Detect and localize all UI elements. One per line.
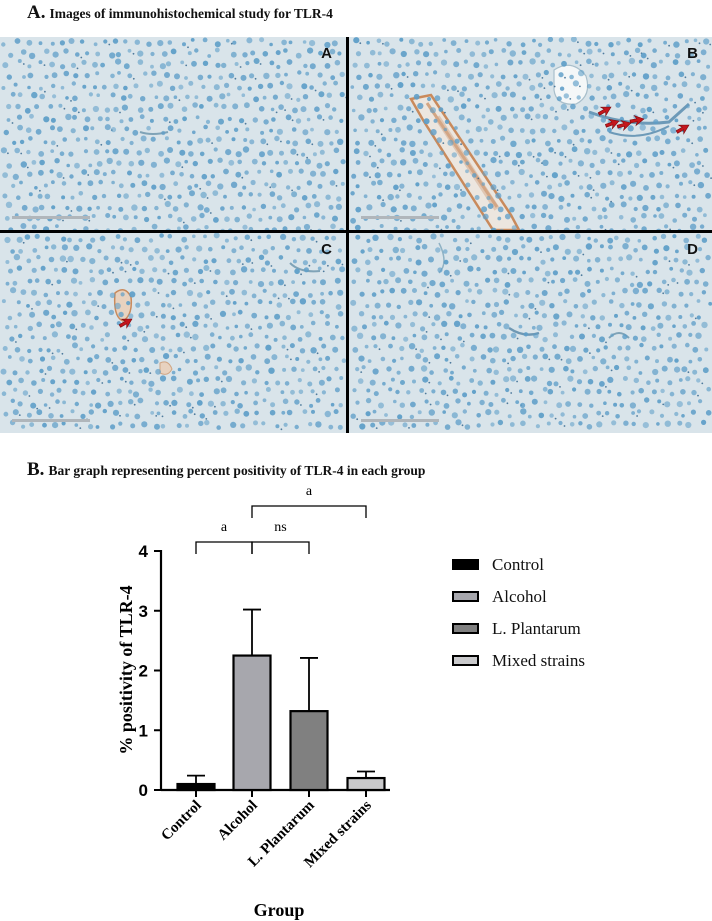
panel-a-letter: A [321, 45, 332, 62]
scale-bar [361, 216, 439, 219]
nuclei [350, 233, 712, 430]
micrograph-panel-c: C [0, 233, 346, 433]
micrograph-b-image [349, 37, 712, 230]
arrow-marker-icon [616, 119, 632, 132]
error-bar [243, 608, 261, 656]
significance-bracket: ns [251, 520, 310, 554]
micrograph-panel-a: A [0, 37, 346, 230]
y-tick-label: 3 [139, 602, 148, 621]
significance-label: a [221, 520, 228, 535]
legend-label-l-plantarum: L. Plantarum [492, 619, 581, 638]
legend-item-control: Control [452, 555, 652, 576]
micrograph-grid: A B C D [0, 37, 712, 433]
nuclei [350, 37, 712, 230]
significance-bracket: a [195, 520, 253, 554]
micrograph-c-image [0, 233, 346, 433]
significance-label: a [306, 484, 313, 499]
error-bar [357, 770, 375, 779]
arrow-marker-icon [597, 106, 612, 117]
section-a-text: Images of immunohistochemical study for … [49, 6, 333, 21]
x-axis-title: Group [254, 900, 305, 920]
y-tick-label: 1 [139, 721, 148, 740]
section-b-letter: B. [27, 459, 45, 480]
section-b-text: Bar graph representing percent positivit… [48, 463, 426, 478]
error-bar [187, 774, 205, 785]
legend-item-mixed-strains: Mixed strains [452, 651, 652, 672]
scale-bar [361, 419, 439, 422]
micrograph-panel-d: D [349, 233, 712, 433]
error-bar [300, 657, 318, 712]
nuclei [0, 37, 346, 230]
panel-d-letter: D [687, 241, 698, 258]
panel-c-letter: C [321, 241, 332, 258]
legend-item-alcohol: Alcohol [452, 587, 652, 608]
scale-bar [12, 419, 90, 422]
bar-mixed-strains [346, 776, 386, 792]
x-tick-label: Control [158, 798, 204, 844]
bar-l-plantarum [289, 710, 329, 792]
scale-bar [12, 216, 90, 219]
micrograph-a-image [0, 37, 346, 230]
arrow-marker-icon [118, 318, 133, 329]
bar-control [176, 782, 216, 792]
legend-label-control: Control [492, 555, 544, 574]
y-tick-label: 4 [139, 542, 149, 561]
panel-b-letter: B [687, 45, 698, 62]
significance-bracket: a [251, 484, 367, 518]
arrow-marker-icon [604, 118, 620, 130]
legend-swatch-control [452, 559, 479, 570]
section-a-title: A. Images of immunohistochemical study f… [27, 2, 333, 24]
y-tick-label: 2 [139, 662, 148, 681]
y-tick-label: 0 [139, 781, 148, 800]
y-axis-title: % positivity of TLR-4 [116, 585, 136, 754]
legend-swatch-l-plantarum [452, 623, 479, 634]
section-a-letter: A. [27, 2, 46, 23]
legend-swatch-mixed-strains [452, 655, 479, 666]
legend-label-alcohol: Alcohol [492, 587, 547, 606]
micrograph-panel-b: B [349, 37, 712, 230]
arrow-marker-icon [629, 115, 645, 127]
section-b-title: B. Bar graph representing percent positi… [27, 459, 425, 481]
x-tick-label: Alcohol [215, 798, 261, 844]
nuclei [0, 233, 346, 431]
legend-swatch-alcohol [452, 591, 479, 602]
micrograph-d-image [349, 233, 712, 433]
bar-alcohol [232, 654, 272, 792]
legend-item-l-plantarum: L. Plantarum [452, 619, 652, 640]
significance-label: ns [274, 520, 286, 535]
legend-label-mixed-strains: Mixed strains [492, 651, 586, 670]
arrow-marker-icon [675, 124, 690, 135]
